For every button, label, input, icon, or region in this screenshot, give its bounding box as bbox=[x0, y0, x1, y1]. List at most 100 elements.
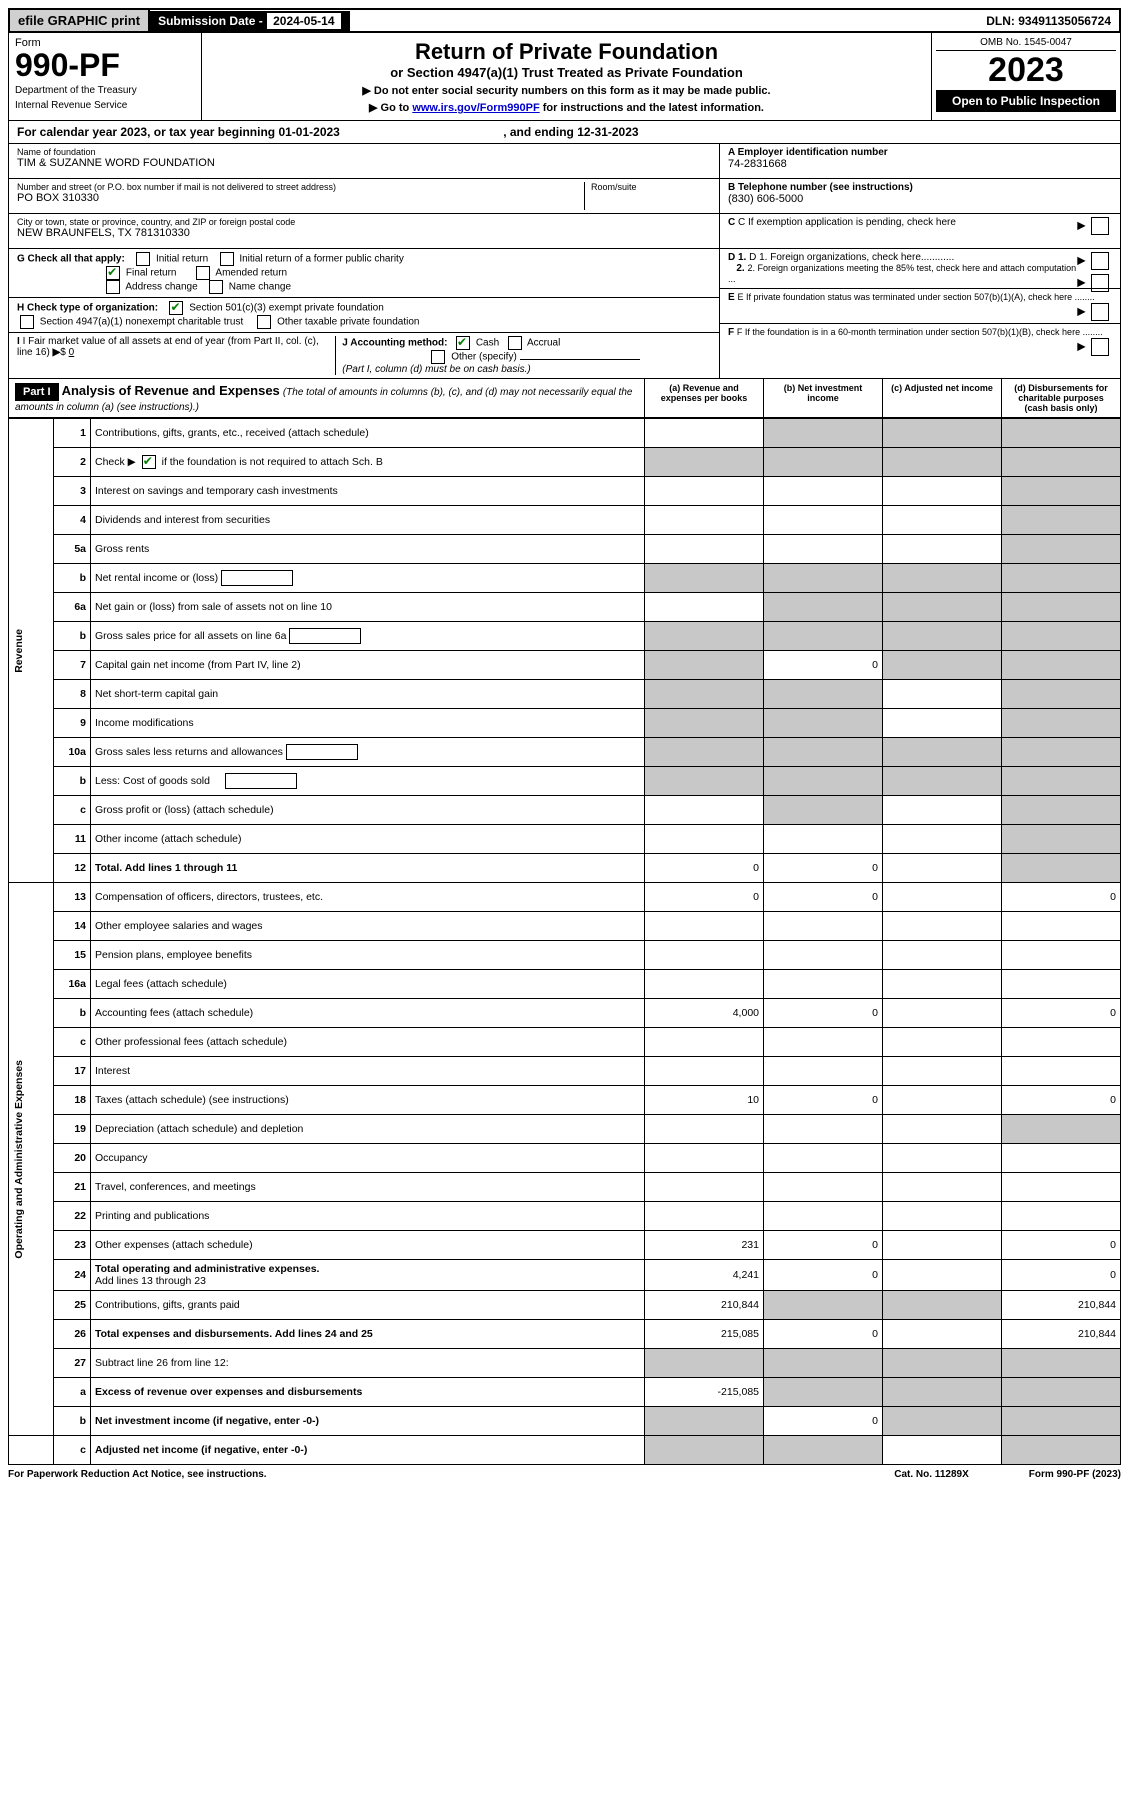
val-13b: 0 bbox=[764, 883, 883, 912]
g-initial-former: Initial return of a former public charit… bbox=[239, 254, 404, 265]
h-other-tax: Other taxable private foundation bbox=[277, 317, 419, 328]
tax-year: 2023 bbox=[936, 51, 1116, 90]
irs-link[interactable]: www.irs.gov/Form990PF bbox=[412, 102, 539, 114]
line-6b: Gross sales price for all assets on line… bbox=[91, 622, 645, 651]
val-23d: 0 bbox=[1002, 1231, 1121, 1260]
val-13a: 0 bbox=[645, 883, 764, 912]
val-18a: 10 bbox=[645, 1086, 764, 1115]
line-13: Compensation of officers, directors, tru… bbox=[91, 883, 645, 912]
g-addr: Address change bbox=[125, 282, 197, 293]
line-5a: Gross rents bbox=[91, 535, 645, 564]
line-10a: Gross sales less returns and allowances bbox=[91, 738, 645, 767]
city-state-zip: NEW BRAUNFELS, TX 781310330 bbox=[17, 227, 711, 239]
col-a-header: (a) Revenue and expenses per books bbox=[644, 379, 763, 417]
checkbox-4947[interactable] bbox=[20, 315, 34, 329]
line-18: Taxes (attach schedule) (see instruction… bbox=[91, 1086, 645, 1115]
val-18d: 0 bbox=[1002, 1086, 1121, 1115]
line-27: Subtract line 26 from line 12: bbox=[91, 1349, 645, 1378]
section-g: G Check all that apply: Initial return I… bbox=[9, 249, 719, 298]
line-27c: Adjusted net income (if negative, enter … bbox=[91, 1436, 645, 1465]
tel-cell: B Telephone number (see instructions) (8… bbox=[720, 179, 1120, 214]
checkbox-addr-change[interactable] bbox=[106, 280, 120, 294]
checkbox-initial-return[interactable] bbox=[136, 252, 150, 266]
checkbox-sch-b[interactable] bbox=[142, 455, 156, 469]
room-label: Room/suite bbox=[591, 182, 711, 192]
val-26d: 210,844 bbox=[1002, 1320, 1121, 1349]
fmv-value: 0 bbox=[69, 347, 75, 358]
tax-year-end: 12-31-2023 bbox=[577, 125, 638, 139]
checkbox-cash[interactable] bbox=[456, 336, 470, 350]
line-16c: Other professional fees (attach schedule… bbox=[91, 1028, 645, 1057]
g-initial: Initial return bbox=[156, 254, 208, 265]
line-17: Interest bbox=[91, 1057, 645, 1086]
checkbox-f[interactable] bbox=[1091, 338, 1109, 356]
col-b-header: (b) Net investment income bbox=[763, 379, 882, 417]
val-16bb: 0 bbox=[764, 999, 883, 1028]
form-title-block: Return of Private Foundation or Section … bbox=[202, 33, 931, 120]
d1-label: D 1. Foreign organizations, check here..… bbox=[749, 252, 954, 263]
ein-value: 74-2831668 bbox=[728, 158, 1112, 170]
calendar-year-row: For calendar year 2023, or tax year begi… bbox=[8, 121, 1121, 144]
section-f: F F If the foundation is in a 60-month t… bbox=[720, 324, 1120, 358]
submission-date-label: Submission Date - 2024-05-14 bbox=[150, 11, 349, 31]
line-3: Interest on savings and temporary cash i… bbox=[91, 477, 645, 506]
checkbox-final-return[interactable] bbox=[106, 266, 120, 280]
city-cell: City or town, state or province, country… bbox=[9, 214, 719, 249]
d2-label: 2. Foreign organizations meeting the 85%… bbox=[728, 263, 1076, 284]
section-ij: I I Fair market value of all assets at e… bbox=[9, 333, 719, 378]
line-22: Printing and publications bbox=[91, 1202, 645, 1231]
line-25: Contributions, gifts, grants paid bbox=[91, 1291, 645, 1320]
f-label: F If the foundation is in a 60-month ter… bbox=[737, 327, 1103, 337]
h-4947: Section 4947(a)(1) nonexempt charitable … bbox=[40, 317, 243, 328]
val-12a: 0 bbox=[645, 854, 764, 883]
h-501c3: Section 501(c)(3) exempt private foundat… bbox=[189, 303, 384, 314]
checkbox-other-taxable[interactable] bbox=[257, 315, 271, 329]
checkbox-initial-former[interactable] bbox=[220, 252, 234, 266]
dept-treasury: Department of the Treasury bbox=[15, 85, 195, 96]
g-label: G Check all that apply: bbox=[17, 254, 125, 265]
col-c-header: (c) Adjusted net income bbox=[882, 379, 1001, 417]
checkbox-c[interactable] bbox=[1091, 217, 1109, 235]
checkbox-501c3[interactable] bbox=[169, 301, 183, 315]
line-16a: Legal fees (attach schedule) bbox=[91, 970, 645, 999]
form-ref: Form 990-PF (2023) bbox=[1029, 1469, 1121, 1480]
j-other: Other (specify) bbox=[451, 352, 517, 363]
checkbox-d2[interactable] bbox=[1091, 274, 1109, 292]
ein-label: A Employer identification number bbox=[728, 147, 1112, 158]
checkbox-amended[interactable] bbox=[196, 266, 210, 280]
paperwork-notice: For Paperwork Reduction Act Notice, see … bbox=[8, 1469, 267, 1480]
checkbox-d1[interactable] bbox=[1091, 252, 1109, 270]
val-12b: 0 bbox=[764, 854, 883, 883]
form-title: Return of Private Foundation bbox=[208, 39, 925, 65]
j-cash: Cash bbox=[476, 338, 499, 349]
i-label: I Fair market value of all assets at end… bbox=[17, 336, 319, 358]
checkbox-e[interactable] bbox=[1091, 303, 1109, 321]
section-h: H Check type of organization: Section 50… bbox=[9, 298, 719, 333]
checkbox-name-change[interactable] bbox=[209, 280, 223, 294]
sub-date-label-text: Submission Date - bbox=[158, 14, 266, 28]
val-23b: 0 bbox=[764, 1231, 883, 1260]
line-1: Contributions, gifts, grants, etc., rece… bbox=[91, 419, 645, 448]
form-header: Form 990-PF Department of the Treasury I… bbox=[8, 33, 1121, 121]
dln-value: 93491135056724 bbox=[1018, 14, 1111, 28]
line-10c: Gross profit or (loss) (attach schedule) bbox=[91, 796, 645, 825]
val-25a: 210,844 bbox=[645, 1291, 764, 1320]
line-14: Other employee salaries and wages bbox=[91, 912, 645, 941]
line-19: Depreciation (attach schedule) and deple… bbox=[91, 1115, 645, 1144]
efile-print-button[interactable]: efile GRAPHIC print bbox=[10, 10, 150, 31]
checkbox-other-method[interactable] bbox=[431, 350, 445, 364]
open-public-badge: Open to Public Inspection bbox=[936, 90, 1116, 112]
j-accrual: Accrual bbox=[527, 338, 560, 349]
line-15: Pension plans, employee benefits bbox=[91, 941, 645, 970]
section-d: D 1. D 1. Foreign organizations, check h… bbox=[720, 249, 1120, 289]
checkbox-accrual[interactable] bbox=[508, 336, 522, 350]
line-4: Dividends and interest from securities bbox=[91, 506, 645, 535]
c-label: C If exemption application is pending, c… bbox=[738, 217, 956, 228]
calyear-pre: For calendar year 2023, or tax year begi… bbox=[17, 125, 278, 139]
val-24a: 4,241 bbox=[645, 1260, 764, 1291]
street-address: PO BOX 310330 bbox=[17, 192, 584, 204]
addr-label: Number and street (or P.O. box number if… bbox=[17, 182, 584, 192]
city-label: City or town, state or province, country… bbox=[17, 217, 711, 227]
val-26a: 215,085 bbox=[645, 1320, 764, 1349]
top-bar: efile GRAPHIC print Submission Date - 20… bbox=[8, 8, 1121, 33]
